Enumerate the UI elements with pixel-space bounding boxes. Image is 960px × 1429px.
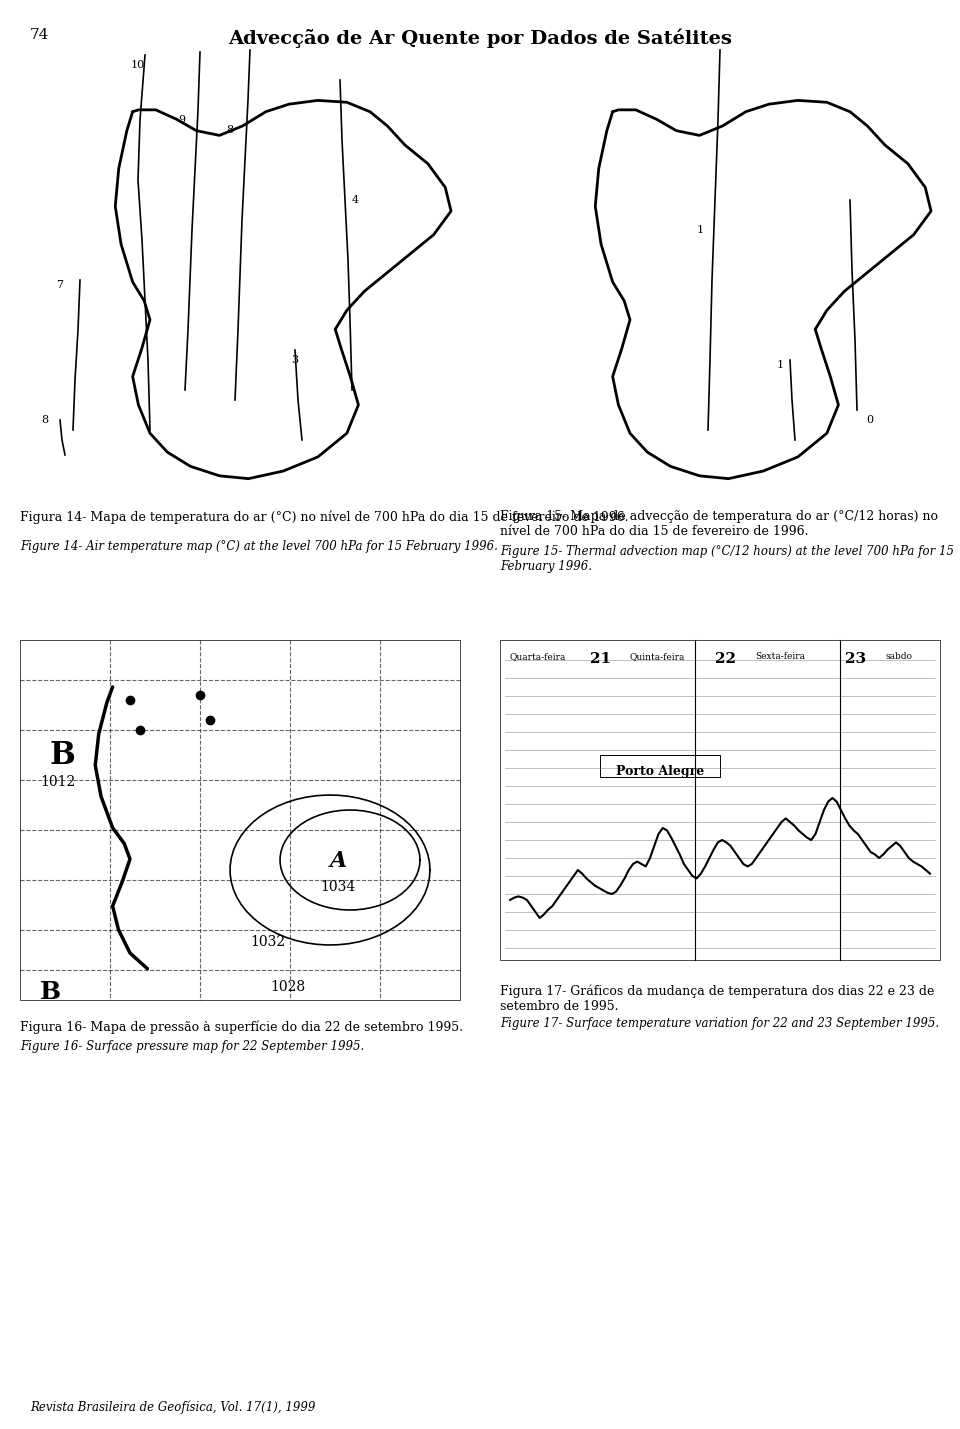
Text: 8: 8 (41, 414, 49, 424)
Text: Sexta-feira: Sexta-feira (755, 652, 805, 662)
Text: Figure 15- Thermal advection map (°C/12 hours) at the level 700 hPa for 15 Febru: Figure 15- Thermal advection map (°C/12 … (500, 544, 954, 573)
Text: Figura 16- Mapa de pressão à superfície do dia 22 de setembro 1995.: Figura 16- Mapa de pressão à superfície … (20, 1020, 463, 1033)
Text: 10: 10 (131, 60, 145, 70)
Bar (600, 755, 720, 777)
Text: Figure 17- Surface temperature variation for 22 and 23 September 1995.: Figure 17- Surface temperature variation… (500, 1017, 939, 1030)
Text: 21: 21 (590, 652, 612, 666)
Text: 1032: 1032 (250, 935, 285, 949)
Text: Figure 14- Air temperature map (°C) at the level 700 hPa for 15 February 1996.: Figure 14- Air temperature map (°C) at t… (20, 540, 498, 553)
Text: 23: 23 (845, 652, 866, 666)
Text: 1012: 1012 (40, 775, 75, 789)
Bar (500, 640, 940, 960)
Text: 9: 9 (179, 114, 185, 124)
Bar (20, 640, 460, 1000)
Text: 7: 7 (57, 280, 63, 290)
Text: 8: 8 (227, 124, 233, 134)
Text: 1: 1 (696, 224, 704, 234)
Text: Figura 14- Mapa de temperatura do ar (°C) no nível de 700 hPa do dia 15 de fever: Figura 14- Mapa de temperatura do ar (°C… (20, 510, 629, 523)
Text: sabdo: sabdo (885, 652, 912, 662)
Text: 1: 1 (777, 360, 783, 370)
Text: 1034: 1034 (320, 880, 355, 895)
Text: Quarta-feira: Quarta-feira (510, 652, 566, 662)
Text: 0: 0 (867, 414, 874, 424)
Text: Porto Alegre: Porto Alegre (616, 765, 704, 777)
Text: A: A (330, 850, 348, 872)
Text: 4: 4 (351, 194, 359, 204)
Text: Figura 15- Mapa de advecção de temperatura do ar (°C/12 horas) no nível de 700 h: Figura 15- Mapa de advecção de temperatu… (500, 510, 938, 537)
Text: Advecção de Ar Quente por Dados de Satélites: Advecção de Ar Quente por Dados de Satél… (228, 29, 732, 47)
Text: Figura 17- Gráficos da mudança de temperatura dos dias 22 e 23 de setembro de 19: Figura 17- Gráficos da mudança de temper… (500, 985, 934, 1013)
Bar (20, 50, 460, 484)
Text: 22: 22 (715, 652, 736, 666)
Text: B: B (50, 740, 76, 772)
Text: 74: 74 (30, 29, 49, 41)
Text: 3: 3 (292, 354, 299, 364)
Bar (500, 50, 940, 484)
Text: B: B (40, 980, 61, 1005)
Text: Figure 16- Surface pressure map for 22 September 1995.: Figure 16- Surface pressure map for 22 S… (20, 1040, 364, 1053)
Text: Revista Brasileira de Geofísica, Vol. 17(1), 1999: Revista Brasileira de Geofísica, Vol. 17… (30, 1400, 316, 1413)
Text: Quinta-feira: Quinta-feira (630, 652, 685, 662)
Text: 1028: 1028 (270, 980, 305, 995)
